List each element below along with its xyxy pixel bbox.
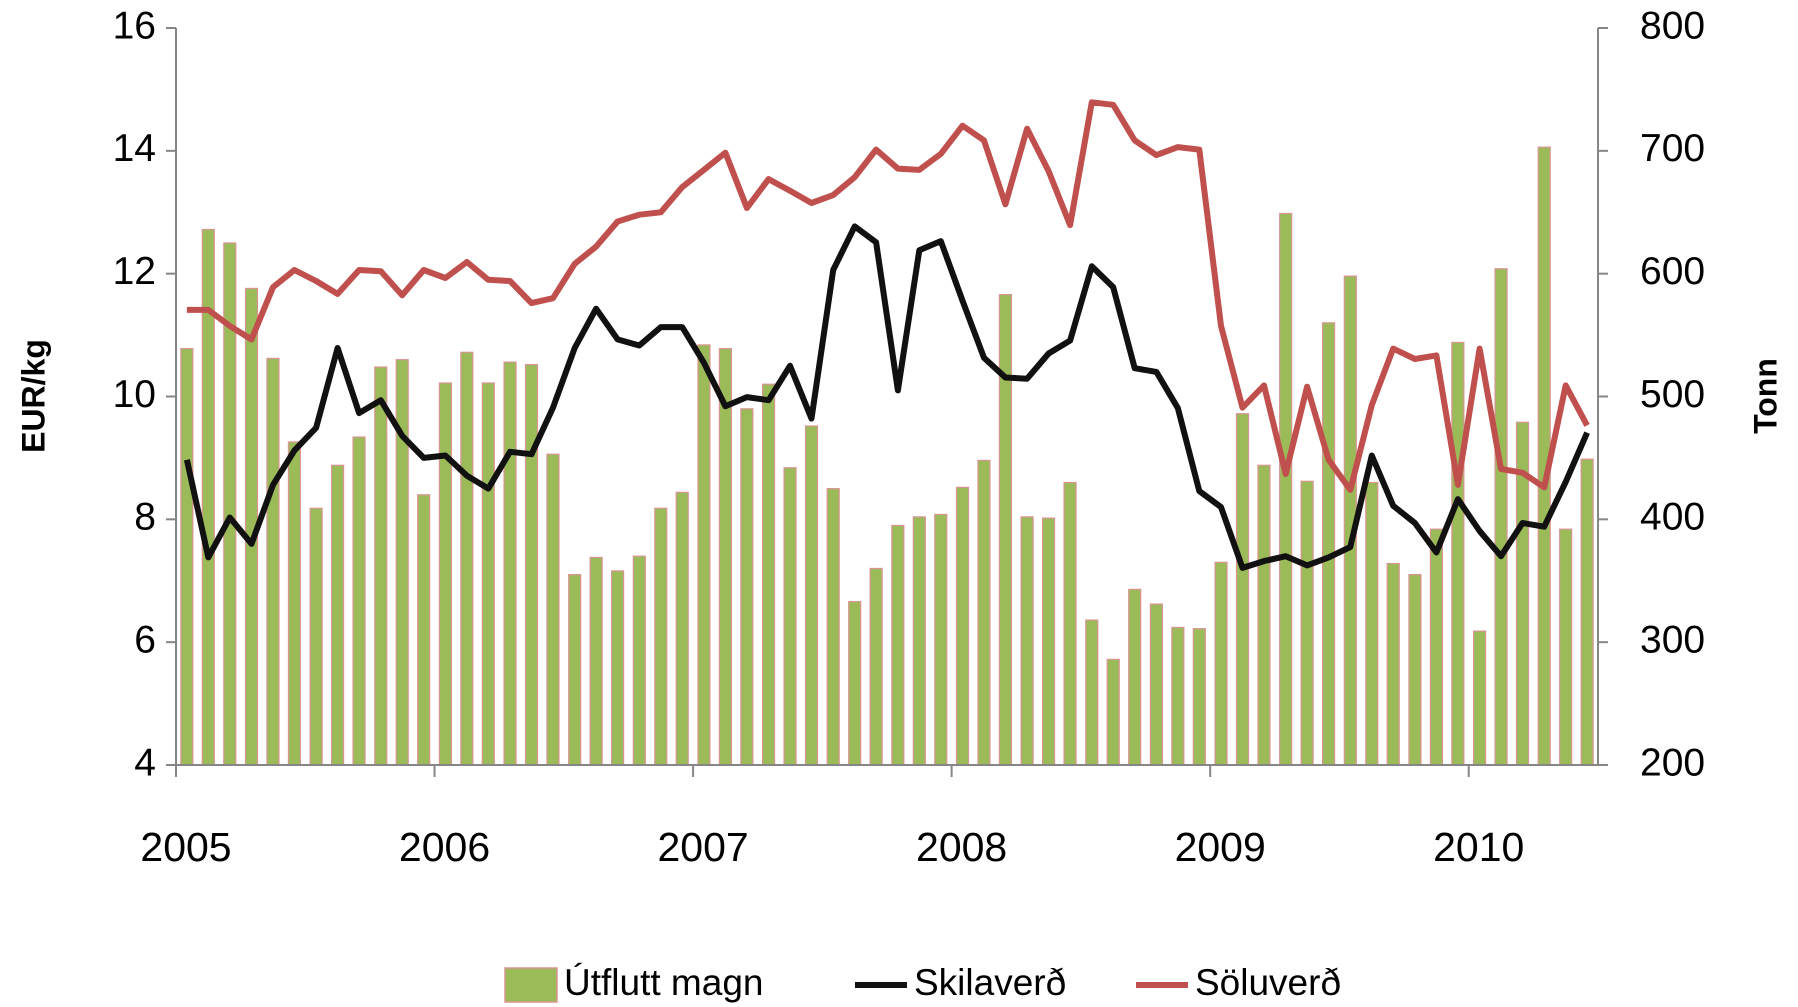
bar: [1257, 464, 1271, 766]
y2-tick-label: 700: [1640, 127, 1705, 170]
x-tick-label: 2009: [1175, 824, 1266, 870]
bar: [891, 524, 905, 766]
bar: [1580, 458, 1594, 766]
bar: [1429, 528, 1444, 766]
bar: [610, 570, 625, 766]
bar: [1149, 603, 1164, 766]
bar: [503, 361, 517, 766]
bar: [1106, 658, 1120, 766]
bar: [654, 507, 668, 766]
bar: [1300, 480, 1314, 766]
x-tick-label: 2007: [657, 824, 748, 870]
bar: [438, 382, 453, 766]
bar: [546, 453, 560, 766]
bar: [869, 567, 883, 766]
y-tick-label: 10: [113, 373, 156, 416]
y2-tick-label: 800: [1640, 4, 1705, 47]
bar: [697, 344, 711, 766]
bar: [417, 494, 431, 766]
y-tick-label: 8: [134, 496, 156, 539]
bar: [804, 425, 819, 766]
bar: [1494, 268, 1508, 766]
x-tick-label: 2010: [1433, 824, 1524, 870]
bar: [374, 366, 388, 766]
bar: [718, 347, 733, 766]
bar: [934, 513, 948, 766]
bar: [330, 464, 345, 766]
bar: [1365, 481, 1379, 766]
y2-tick-label: 400: [1640, 496, 1705, 539]
bar: [1020, 516, 1034, 766]
y2-tick-label: 600: [1640, 250, 1705, 293]
bar: [1171, 626, 1185, 766]
bar: [998, 293, 1013, 766]
y2-tick-label: 500: [1640, 373, 1705, 416]
y-tick-label: 14: [113, 127, 156, 170]
bar: [287, 441, 302, 766]
y-axis-title: EUR/kg: [15, 339, 51, 453]
bar: [632, 555, 646, 766]
bar: [1214, 561, 1228, 766]
bar: [1321, 322, 1336, 766]
bar: [589, 556, 603, 766]
bar: [912, 516, 926, 766]
bar: [524, 363, 539, 766]
bar: [460, 351, 474, 766]
bar: [309, 507, 323, 766]
legend-label: Skilaverð: [914, 962, 1066, 1003]
bar: [266, 357, 280, 766]
x-tick-label: 2008: [916, 824, 1007, 870]
bar: [180, 347, 194, 766]
bar: [568, 574, 582, 766]
bar: [977, 459, 991, 766]
bar: [955, 486, 970, 766]
bar: [1559, 528, 1573, 766]
y-tick-label: 12: [113, 250, 156, 293]
y2-tick-label: 300: [1640, 618, 1705, 661]
bar: [848, 601, 862, 766]
x-tick-label: 2006: [399, 824, 490, 870]
bar: [395, 359, 409, 766]
line: [186, 99, 1590, 493]
bar: [740, 408, 754, 766]
bar: [761, 383, 776, 766]
bar: [1235, 413, 1250, 766]
y-tick-label: 4: [134, 741, 156, 784]
bar: [1085, 619, 1099, 766]
bar: [783, 467, 797, 766]
bar: [1063, 481, 1077, 766]
bar: [675, 491, 689, 766]
bar: [1192, 628, 1206, 766]
x-tick-label: 2005: [140, 824, 231, 870]
bar: [1041, 517, 1056, 766]
bar: [1128, 588, 1142, 766]
legend-swatch: [504, 967, 558, 1003]
bar: [1386, 562, 1400, 766]
bar: [1279, 212, 1293, 766]
line: [183, 223, 1590, 571]
bar: [352, 436, 366, 766]
y-tick-label: 6: [134, 618, 156, 661]
legend-label: Útflutt magn: [564, 962, 763, 1003]
legend-label: Söluverð: [1195, 962, 1341, 1003]
y2-axis-title: Tonn: [1747, 358, 1783, 434]
bar: [1451, 341, 1465, 766]
y2-tick-label: 200: [1640, 741, 1705, 784]
bar: [1472, 630, 1487, 766]
bar: [481, 382, 495, 766]
bar: [1408, 574, 1422, 766]
bar: [826, 488, 840, 766]
y-tick-label: 16: [113, 4, 156, 47]
